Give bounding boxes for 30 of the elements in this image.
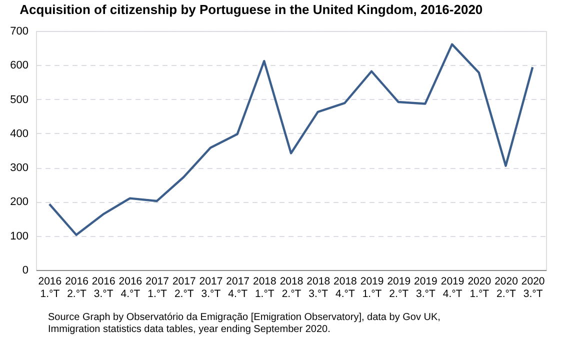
x-tick-label: 2016 2.°T bbox=[65, 276, 89, 300]
x-tick-label: 2017 2.°T bbox=[172, 276, 196, 300]
x-tick-label: 2019 2.°T bbox=[387, 276, 411, 300]
y-tick-label: 0 bbox=[22, 264, 28, 276]
x-tick-label: 2017 4.°T bbox=[226, 276, 250, 300]
x-tick-label: 2017 1.°T bbox=[146, 276, 170, 300]
y-tick-label: 400 bbox=[10, 128, 28, 140]
x-tick-label: 2020 1.°T bbox=[468, 276, 492, 300]
x-tick-label: 2019 1.°T bbox=[360, 276, 384, 300]
y-tick-label: 300 bbox=[10, 162, 28, 174]
x-tick-label: 2018 4.°T bbox=[334, 276, 358, 300]
y-tick-label: 100 bbox=[10, 230, 28, 242]
line-series bbox=[48, 43, 534, 236]
x-tick-label: 2017 3.°T bbox=[199, 276, 223, 300]
x-tick-label: 2016 3.°T bbox=[92, 276, 116, 300]
x-tick-label: 2020 3.°T bbox=[521, 276, 545, 300]
x-tick-label: 2019 4.°T bbox=[440, 276, 464, 300]
x-tick-label: 2018 1.°T bbox=[252, 276, 276, 300]
y-tick-label: 500 bbox=[10, 94, 28, 106]
x-tick-label: 2016 4.°T bbox=[118, 276, 142, 300]
x-tick-label: 2018 2.°T bbox=[280, 276, 304, 300]
x-tick-label: 2016 1.°T bbox=[38, 276, 62, 300]
x-tick-label: 2020 2.°T bbox=[494, 276, 518, 300]
source-note: Source Graph by Observatório da Emigração [Emigration Observatory], data by Gov UK, Immigration statistics data tables, year ending September 2020. bbox=[48, 312, 440, 335]
y-tick-label: 200 bbox=[10, 196, 28, 208]
chart-title: Acquisition of citizenship by Portuguese in the United Kingdom, 2016-2020 bbox=[20, 2, 483, 17]
x-tick-label: 2019 3.°T bbox=[414, 276, 438, 300]
y-tick-label: 700 bbox=[10, 26, 28, 38]
x-tick-label: 2018 3.°T bbox=[306, 276, 330, 300]
y-tick-label: 600 bbox=[10, 60, 28, 72]
